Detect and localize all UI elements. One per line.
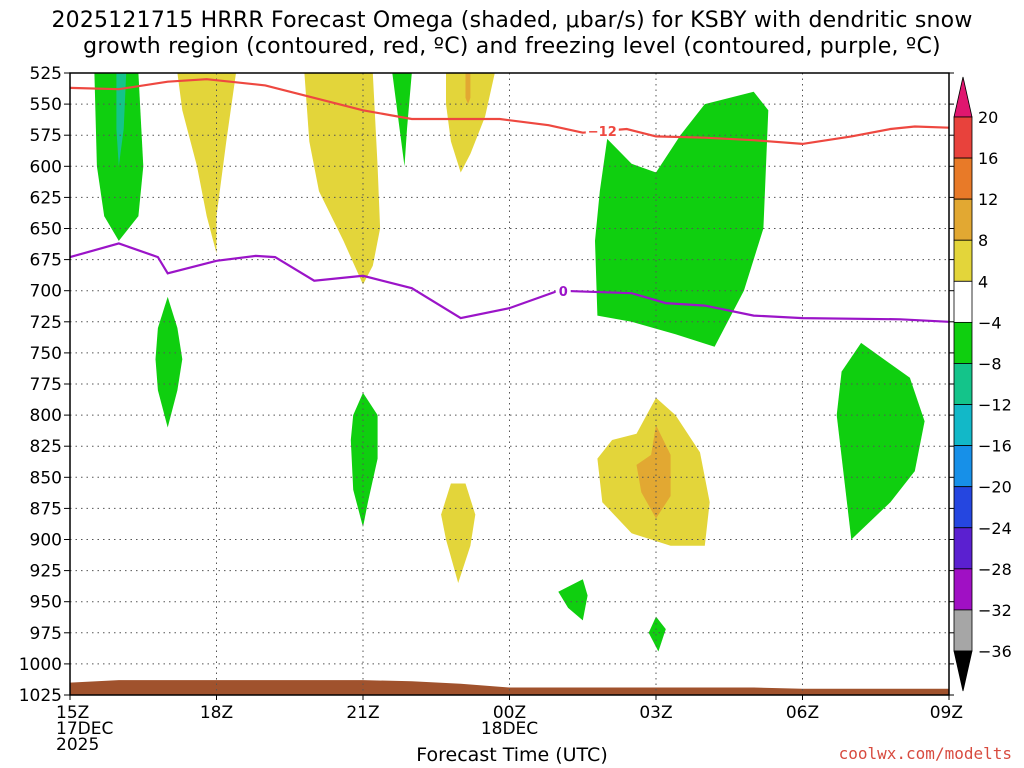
x-tick-label-03Z: 03Z <box>639 703 672 723</box>
dgz-contour-label: −12 <box>588 125 617 140</box>
colorbar-tick-4: 4 <box>978 272 988 291</box>
omega-shading <box>94 73 925 652</box>
colorbar-segment-m28-m24 <box>953 527 973 570</box>
terrain-layer <box>70 680 949 695</box>
omega-yellow-18z <box>177 73 236 254</box>
colorbar-segment-m20-m16 <box>953 445 973 488</box>
x-tick-label-00Z: 00Z <box>493 703 526 723</box>
colorbar-tick-12: 12 <box>978 190 998 209</box>
omega-green-0030z-low <box>558 579 588 621</box>
omega-green-02z <box>595 91 769 347</box>
y-tick-label-1000: 1000 <box>19 655 62 675</box>
colorbar-tick-8: 8 <box>978 231 988 250</box>
colorbar-tick-m16: −16 <box>978 437 1012 456</box>
colorbar-segment-m8-m4 <box>953 321 973 364</box>
colorbar-segment-m32-m28 <box>953 568 973 611</box>
x-tick-label-15Z: 15Z <box>56 703 89 723</box>
colorbar-segment-8-12 <box>953 198 973 241</box>
credit-link[interactable]: coolwx.com/modelts <box>838 744 1012 763</box>
contour-lines: −12 0 <box>69 78 950 323</box>
x-tick-label-21Z: 21Z <box>346 703 379 723</box>
x-tick-label-18Z: 18Z <box>200 703 233 723</box>
colorbar-tick-m8: −8 <box>978 354 1002 373</box>
colorbar-segment-16-20 <box>953 116 973 159</box>
colorbar-segment-m12-m8 <box>953 363 973 405</box>
colorbar-tick-m24: −24 <box>978 519 1012 538</box>
colorbar-segment-m16-m12 <box>953 404 973 447</box>
y-tick-label-525: 525 <box>30 64 62 84</box>
omega-green-21z-low <box>350 392 378 528</box>
chart-title-line-1: 2025121715 HRRR Forecast Omega (shaded, … <box>51 8 973 33</box>
omega-green-22z <box>392 73 412 167</box>
x-tick-label-06Z: 06Z <box>786 703 819 723</box>
colorbar-segment-20-24 <box>953 76 973 118</box>
gridlines <box>70 73 949 695</box>
x-tick-label-2025: 2025 <box>56 735 99 755</box>
colorbar-segment-m24-m20 <box>953 486 973 529</box>
x-tick-label-17DEC: 17DEC <box>56 719 113 739</box>
colorbar-tick-m4: −4 <box>978 313 1002 332</box>
colorbar-segment-m4-4 <box>953 280 973 323</box>
omega-green-08z-low <box>836 342 925 540</box>
colorbar-tick-20: 20 <box>978 108 998 127</box>
dgz-contour-line <box>69 78 950 146</box>
colorbar-segment-12-16 <box>953 157 973 200</box>
dgz-contour-label-bg <box>585 123 619 140</box>
y-tick-label-750: 750 <box>30 344 62 364</box>
chart-title-line-2: growth region (contoured, red, ºC) and f… <box>83 34 941 59</box>
x-axis-title: Forecast Time (UTC) <box>416 744 608 766</box>
y-tick-label-775: 775 <box>30 375 62 395</box>
y-tick-label-650: 650 <box>30 220 62 240</box>
y-tick-label-875: 875 <box>30 499 62 519</box>
freezing-level-contour-line <box>69 242 950 323</box>
colorbar-segment-m40-m36 <box>953 650 973 692</box>
y-tick-label-975: 975 <box>30 624 62 644</box>
colorbar-tick-16: 16 <box>978 149 998 168</box>
freezing-level-contour-label-bg <box>555 282 571 299</box>
y-tick-label-900: 900 <box>30 531 62 551</box>
omega-yellow-23z <box>446 73 495 173</box>
y-tick-label-600: 600 <box>30 157 62 177</box>
colorbar-tick-m20: −20 <box>978 478 1012 497</box>
y-tick-label-925: 925 <box>30 562 62 582</box>
x-tick-label-09Z: 09Z <box>930 703 963 723</box>
y-tick-label-625: 625 <box>30 188 62 208</box>
y-tick-label-575: 575 <box>30 126 62 146</box>
y-tick-label-825: 825 <box>30 437 62 457</box>
y-tick-label-550: 550 <box>30 95 62 115</box>
omega-teal-early <box>116 73 127 167</box>
y-tick-label-675: 675 <box>30 251 62 271</box>
omega-yellow-20z <box>304 73 381 285</box>
terrain-fill <box>70 680 949 695</box>
colorbar: 20 16 12 8 4 −4 −8 −12 −16 −20 −24 −28 −32 −36 <box>953 76 1012 692</box>
omega-green-17z-low <box>155 296 183 428</box>
colorbar-tick-m36: −36 <box>978 642 1012 661</box>
y-tick-label-850: 850 <box>30 468 62 488</box>
colorbar-segment-4-8 <box>953 239 973 282</box>
y-tick-label-700: 700 <box>30 282 62 302</box>
y-tick-label-950: 950 <box>30 593 62 613</box>
omega-yellow-2330z-low <box>441 483 476 583</box>
omega-green-03z-low <box>648 616 666 652</box>
y-tick-label-725: 725 <box>30 313 62 333</box>
y-tick-label-1025: 1025 <box>19 686 62 706</box>
colorbar-tick-m12: −12 <box>978 396 1012 415</box>
colorbar-tick-m32: −32 <box>978 601 1012 620</box>
y-tick-label-800: 800 <box>30 406 62 426</box>
y-axis: 525 550 575 600 625 650 675 700 725 750 775 800 825 8… <box>19 64 954 706</box>
x-tick-label-18DEC: 18DEC <box>481 719 538 739</box>
omega-orange-03z-low <box>636 425 671 519</box>
colorbar-tick-m28: −28 <box>978 560 1012 579</box>
colorbar-segment-m36-m32 <box>953 609 973 652</box>
omega-orange-23z <box>465 73 471 105</box>
freezing-level-contour-label: 0 <box>559 285 568 300</box>
